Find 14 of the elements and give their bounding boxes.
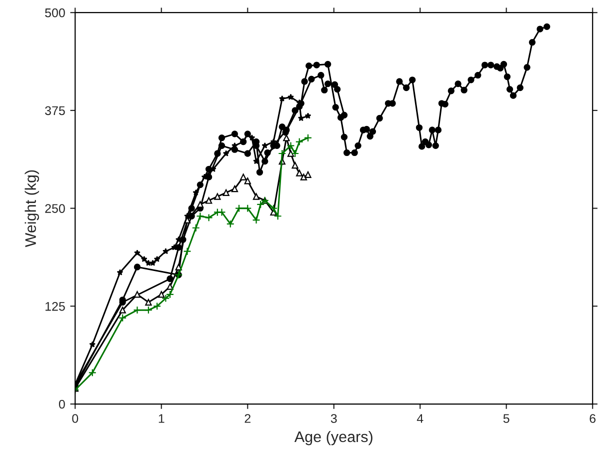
x-tick-label: 2 [244, 414, 250, 423]
y-tick-label: 500 [45, 8, 65, 18]
x-tick-label: 3 [330, 414, 337, 423]
y-axis-title: Weight (kg) [24, 170, 40, 248]
y-tick-label: 0 [58, 400, 65, 409]
x-tick-label: 1 [158, 414, 164, 423]
y-tick-label: 125 [46, 302, 65, 311]
x-tick-label: 0 [72, 414, 78, 423]
x-axis-title: Age (years) [294, 430, 372, 446]
y-tick-label: 250 [45, 204, 65, 213]
x-tick-label: 6 [590, 414, 596, 423]
y-tick-label: 375 [45, 106, 65, 116]
x-tick-label: 4 [416, 414, 424, 423]
x-tick-label: 5 [503, 414, 510, 423]
